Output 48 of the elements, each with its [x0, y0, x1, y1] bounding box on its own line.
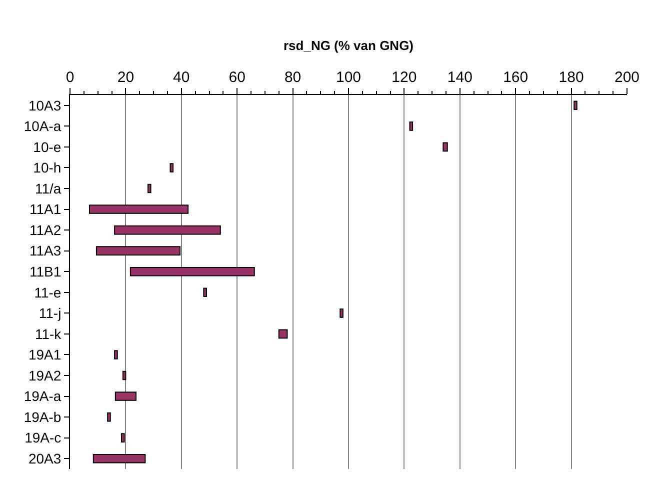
x-tick-label: 160 — [503, 69, 528, 86]
x-tick-label: 20 — [117, 69, 134, 86]
x-tick-label: 200 — [614, 69, 640, 86]
x-tick-label: 140 — [447, 69, 472, 86]
bar — [121, 433, 125, 442]
bar — [130, 266, 255, 276]
y-tick-label: 11/a — [34, 180, 62, 196]
bar — [147, 184, 152, 194]
y-tick-label: 11-e — [34, 284, 62, 300]
x-tick-label: 180 — [558, 69, 584, 86]
bar — [278, 329, 288, 339]
bar — [114, 392, 136, 401]
bar — [409, 122, 414, 131]
bar — [114, 225, 221, 235]
x-tick-label: 0 — [66, 69, 74, 86]
y-tick-label: 20A3 — [28, 450, 62, 467]
y-tick-label: 11B1 — [30, 264, 62, 280]
bar — [114, 350, 118, 360]
y-tick-label: 10-h — [33, 160, 62, 176]
y-tick-label: 11A1 — [30, 201, 62, 218]
bar — [92, 454, 146, 464]
x-tick-label: 80 — [284, 69, 302, 86]
x-tick-label: 60 — [228, 69, 246, 86]
y-tick-label: 19A1 — [28, 346, 62, 363]
bar — [574, 100, 578, 110]
y-tick-label: 19A-b — [24, 408, 62, 425]
x-tick-label: 120 — [392, 69, 417, 86]
bar — [122, 370, 126, 380]
bar — [340, 308, 344, 318]
bar — [89, 204, 189, 214]
y-tick-label: 10-e — [33, 138, 62, 155]
bar — [96, 246, 181, 256]
y-tick-label: 10A3 — [28, 97, 62, 114]
bar — [442, 142, 448, 152]
y-tick-label: 11A2 — [30, 222, 62, 238]
bar — [107, 412, 111, 422]
y-tick-label: 19A2 — [28, 367, 62, 384]
y-tick-label: 11-k — [34, 326, 62, 342]
x-tick-label: 40 — [173, 69, 190, 86]
y-tick-label: 19A-a — [24, 388, 62, 404]
y-tick-label: 11A3 — [30, 242, 62, 259]
x-axis-title: rsd_NG (% van GNG) — [283, 38, 414, 53]
bar — [170, 163, 174, 172]
y-tick-label: 19A-c — [24, 430, 62, 446]
bar — [203, 288, 207, 298]
y-tick-label: 10A-a — [24, 118, 62, 134]
x-tick-label: 100 — [336, 69, 362, 86]
y-tick-label: 11-j — [38, 305, 62, 322]
